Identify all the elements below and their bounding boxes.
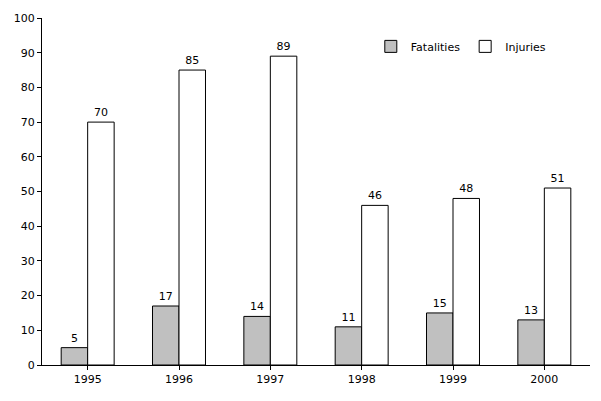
svg-text:48: 48	[459, 182, 473, 195]
svg-text:60: 60	[21, 151, 35, 164]
svg-text:51: 51	[551, 172, 565, 185]
svg-text:30: 30	[21, 255, 35, 268]
svg-text:90: 90	[21, 47, 35, 60]
svg-text:Injuries: Injuries	[505, 41, 546, 54]
svg-text:20: 20	[21, 289, 35, 302]
svg-text:50: 50	[21, 185, 35, 198]
svg-text:100: 100	[14, 12, 35, 25]
svg-text:0: 0	[28, 359, 35, 372]
svg-text:11: 11	[341, 311, 355, 324]
svg-text:80: 80	[21, 81, 35, 94]
svg-text:10: 10	[21, 324, 35, 337]
svg-text:1996: 1996	[165, 373, 193, 386]
svg-text:1995: 1995	[74, 373, 102, 386]
svg-text:14: 14	[250, 300, 264, 313]
svg-text:1999: 1999	[439, 373, 467, 386]
svg-text:13: 13	[524, 304, 538, 317]
svg-text:5: 5	[71, 332, 78, 345]
svg-text:15: 15	[433, 297, 447, 310]
svg-text:85: 85	[185, 54, 199, 67]
svg-text:40: 40	[21, 220, 35, 233]
svg-text:1998: 1998	[348, 373, 376, 386]
svg-text:70: 70	[21, 116, 35, 129]
svg-text:2000: 2000	[530, 373, 558, 386]
svg-text:89: 89	[277, 40, 291, 53]
svg-text:Fatalities: Fatalities	[411, 41, 460, 54]
svg-text:17: 17	[159, 290, 173, 303]
svg-text:1997: 1997	[256, 373, 284, 386]
svg-text:70: 70	[94, 106, 108, 119]
svg-text:46: 46	[368, 189, 382, 202]
